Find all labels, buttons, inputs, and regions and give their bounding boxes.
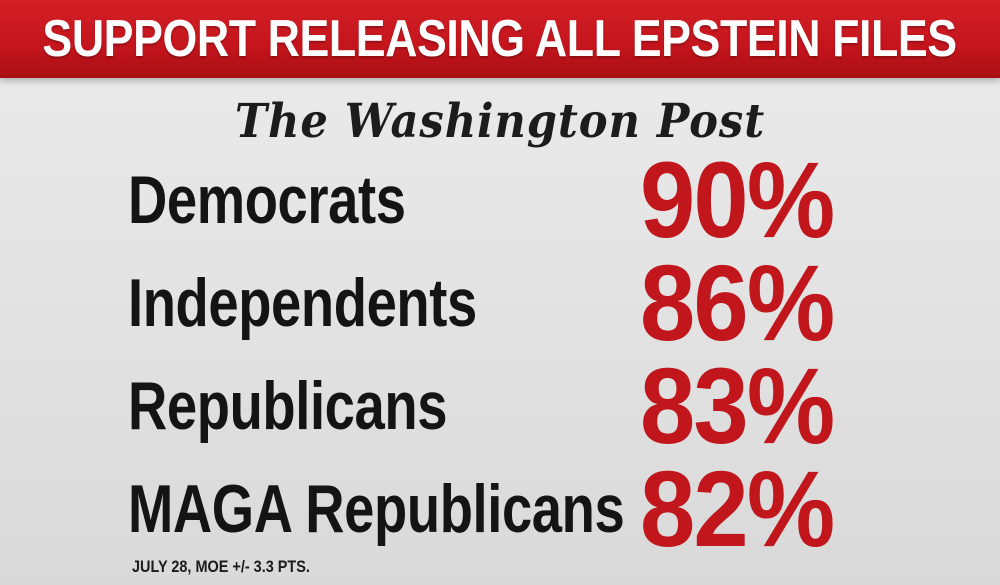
group-label: Independents: [128, 265, 477, 341]
support-percentage: 82%: [640, 448, 835, 569]
group-label: Democrats: [128, 162, 406, 238]
group-label: Republicans: [128, 368, 448, 444]
result-row: Democrats 90%: [0, 139, 1000, 260]
banner-title: SUPPORT RELEASING ALL EPSTEIN FILES: [42, 10, 958, 68]
group-label: MAGA Republicans: [128, 471, 625, 547]
result-row: Independents 86%: [0, 242, 1000, 363]
title-banner: SUPPORT RELEASING ALL EPSTEIN FILES: [0, 0, 1000, 78]
support-percentage: 86%: [640, 242, 835, 363]
result-row: Republicans 83%: [0, 345, 1000, 466]
footnote: JULY 28, MOE +/- 3.3 PTS.: [132, 557, 310, 576]
support-percentage: 83%: [640, 345, 835, 466]
result-row: MAGA Republicans 82%: [0, 448, 1000, 569]
washington-post-logo: The Washington Post: [234, 94, 766, 149]
support-percentage: 90%: [640, 139, 835, 260]
